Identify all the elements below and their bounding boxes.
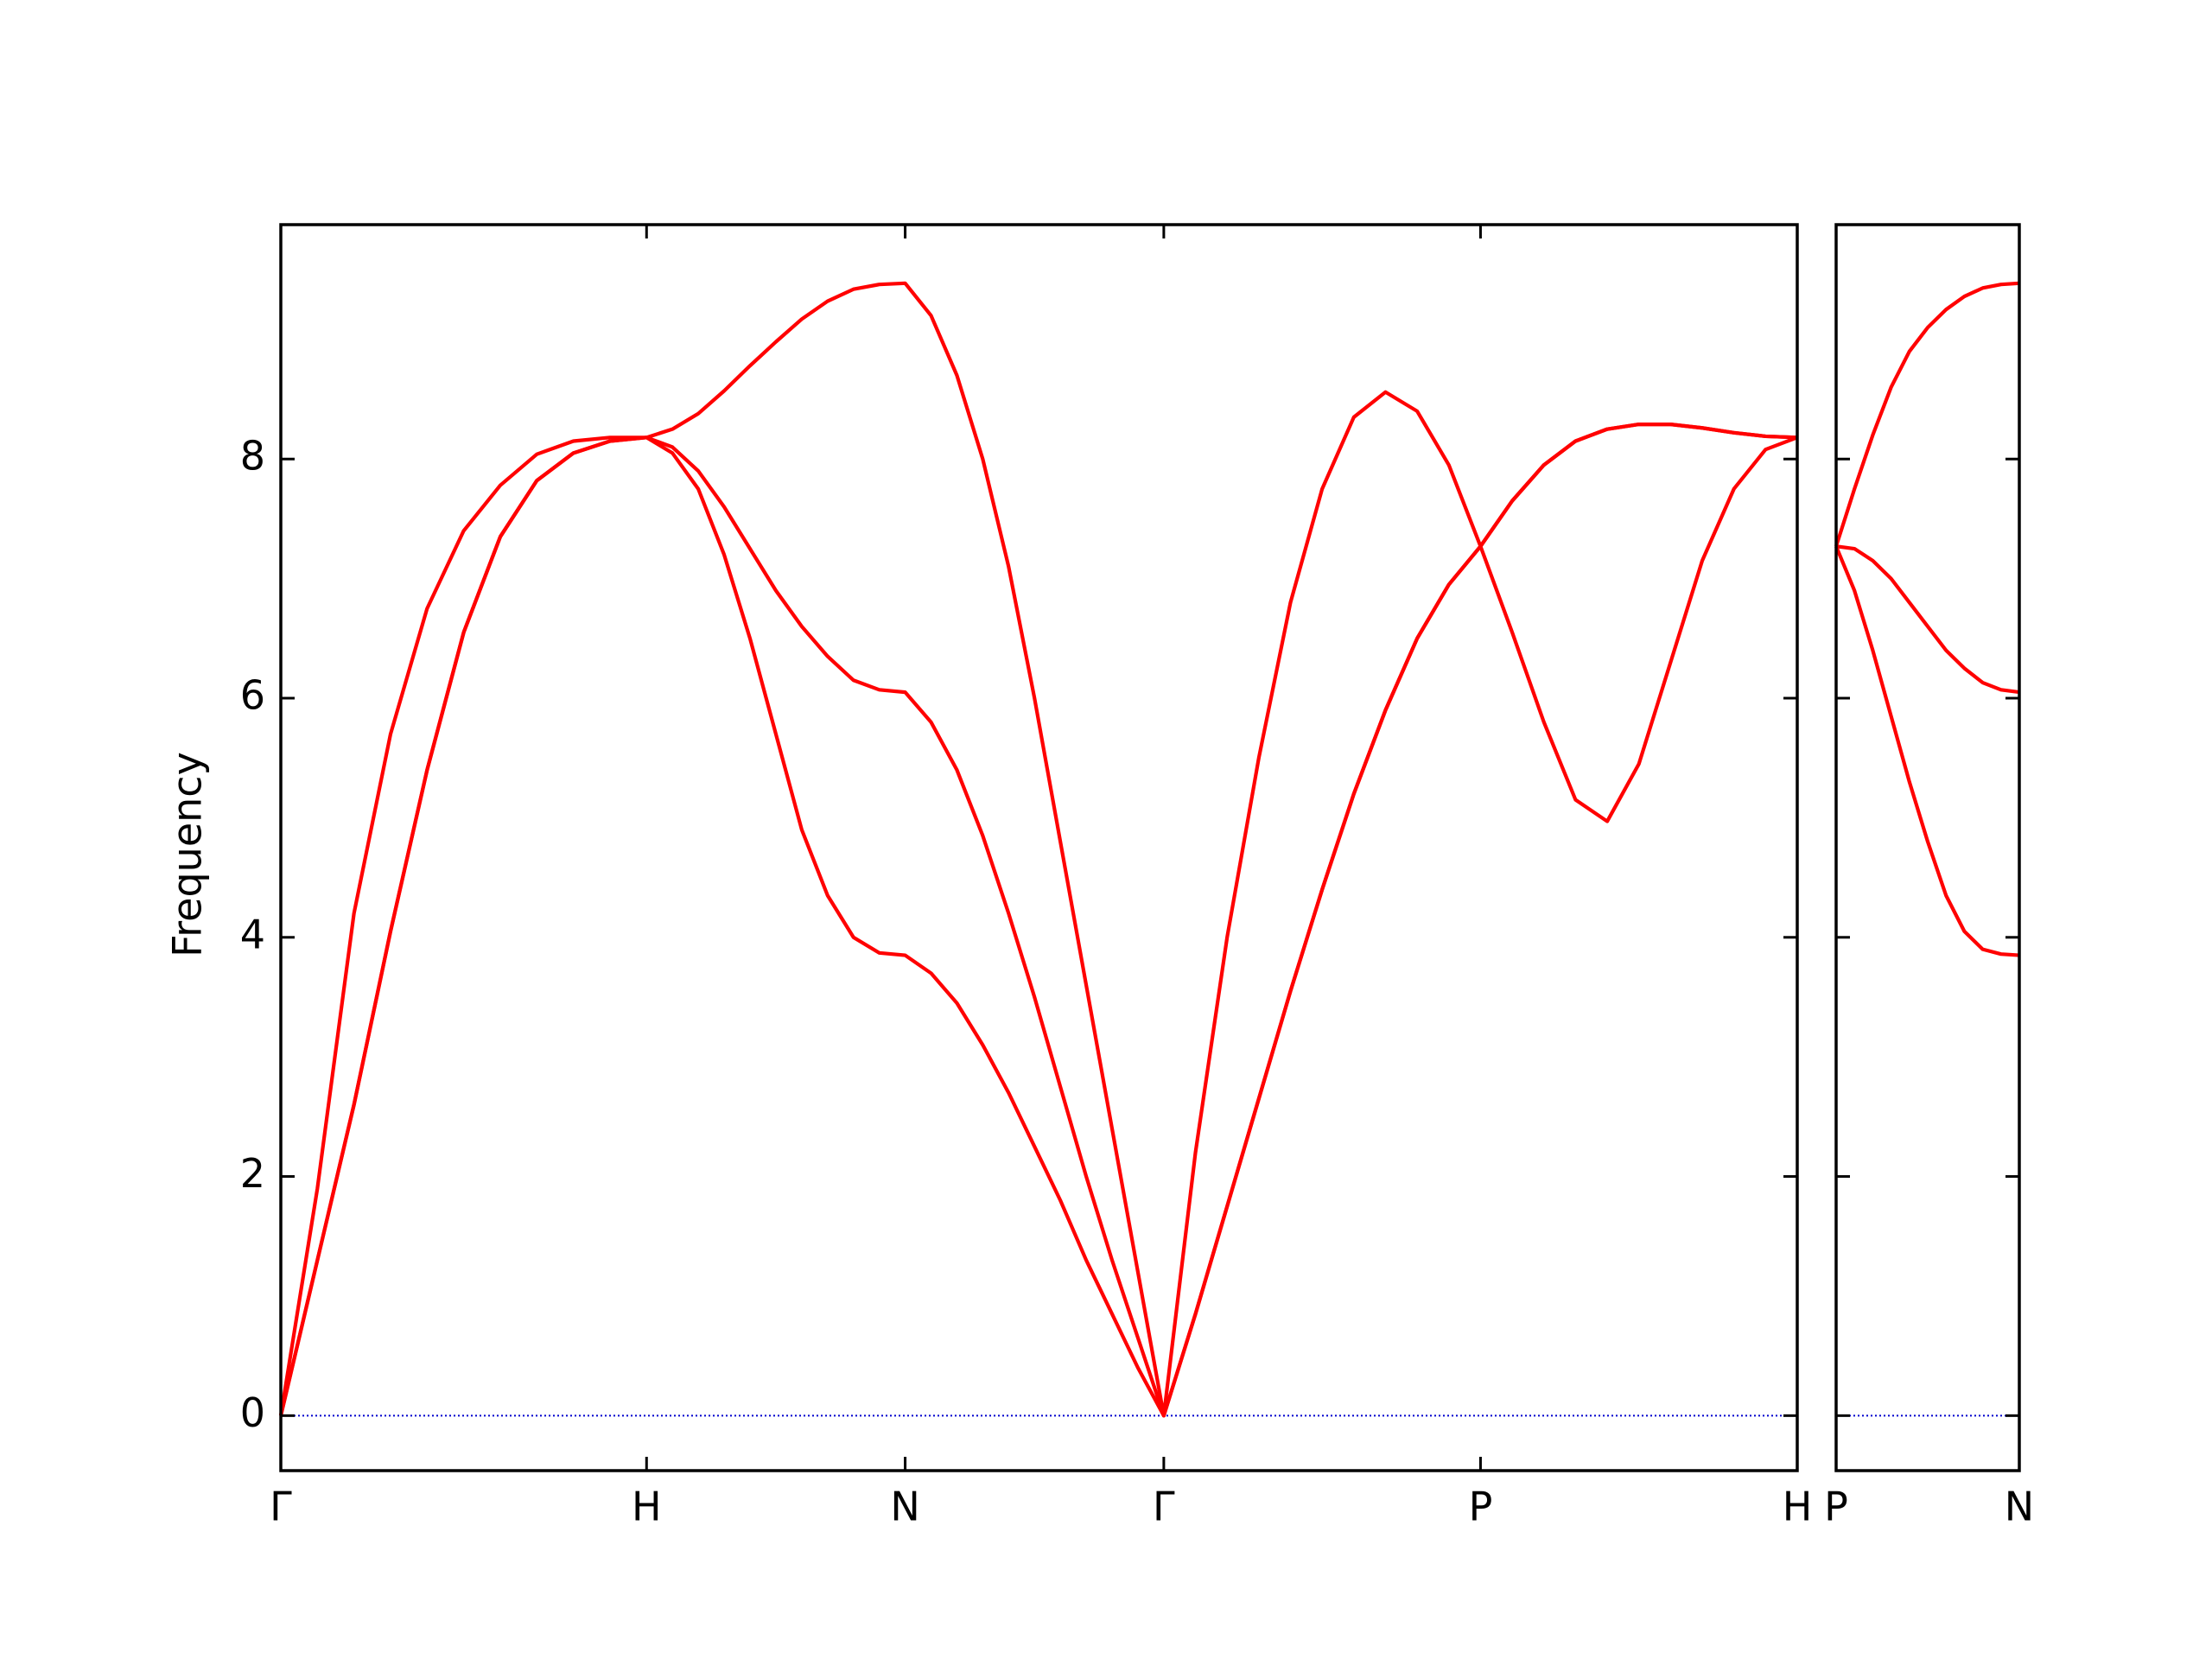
x-tick-label: P <box>1824 1484 1848 1530</box>
x-tick-label: P <box>1469 1484 1493 1530</box>
x-tick-label: Γ <box>270 1484 292 1530</box>
y-tick-label: 4 <box>240 911 265 957</box>
band-line <box>278 423 1798 1418</box>
y-tick-label: 2 <box>240 1150 265 1197</box>
band-line <box>278 423 1798 1418</box>
band-line <box>1834 545 2020 957</box>
x-tick-label: N <box>890 1484 919 1530</box>
x-tick-label: Γ <box>1153 1484 1175 1530</box>
y-tick-label: 6 <box>240 672 265 719</box>
y-tick-label: 0 <box>240 1389 265 1436</box>
x-tick-label: H <box>1783 1484 1813 1530</box>
y-axis-label: Frequency <box>164 752 211 957</box>
band-line <box>1835 544 2020 695</box>
axes-frame <box>279 223 1799 1472</box>
axes-frame <box>1834 223 2021 1472</box>
band-line <box>1834 281 2020 547</box>
x-tick-label: H <box>632 1484 662 1530</box>
x-tick-label: N <box>2005 1484 2034 1530</box>
y-tick-label: 8 <box>240 433 265 480</box>
band-line <box>278 281 1798 1418</box>
